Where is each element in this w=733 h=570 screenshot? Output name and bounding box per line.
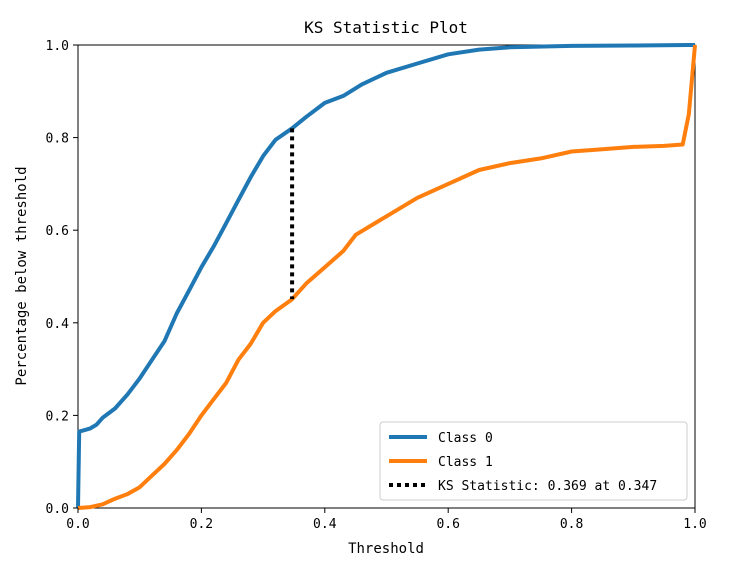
legend: Class 0 Class 1 KS Statistic: 0.369 at 0… [379, 421, 688, 501]
x-tick-label: 0.4 [313, 517, 337, 532]
x-tick-label: 0.2 [190, 517, 213, 532]
legend-label-ks-statistic: KS Statistic: 0.369 at 0.347 [438, 479, 657, 494]
y-axis-title: Percentage below threshold [14, 166, 30, 385]
x-tick-label: 0.8 [560, 517, 583, 532]
y-tick-label: 0.0 [46, 502, 69, 517]
x-tick-label: 0.6 [436, 517, 459, 532]
y-tick-label: 0.4 [46, 317, 70, 332]
y-tick-label: 0.8 [46, 132, 69, 147]
series-line-class-1 [77, 44, 697, 510]
y-tick-label: 0.2 [46, 409, 69, 424]
legend-box [379, 421, 688, 501]
plot-area: 0.0 0.2 0.4 0.6 0.8 1.0 0.0 0.2 0.4 0.6 0.8 1.0 [46, 39, 707, 532]
x-axis-title: Threshold [348, 541, 424, 557]
x-tick-label: 1.0 [683, 517, 706, 532]
plot-frame [77, 44, 696, 509]
chart-title: KS Statistic Plot [304, 18, 468, 37]
legend-label-class-0: Class 0 [438, 431, 493, 446]
ticks-layer: 0.0 0.2 0.4 0.6 0.8 1.0 0.0 0.2 0.4 0.6 0.8 1.0 [46, 39, 707, 532]
series-layer [76, 43, 697, 510]
series-line-class-0 [76, 43, 695, 509]
x-tick-label: 0.0 [66, 517, 89, 532]
y-tick-label: 0.6 [46, 224, 69, 239]
legend-label-class-1: Class 1 [438, 455, 493, 470]
y-tick-label: 1.0 [46, 39, 69, 54]
